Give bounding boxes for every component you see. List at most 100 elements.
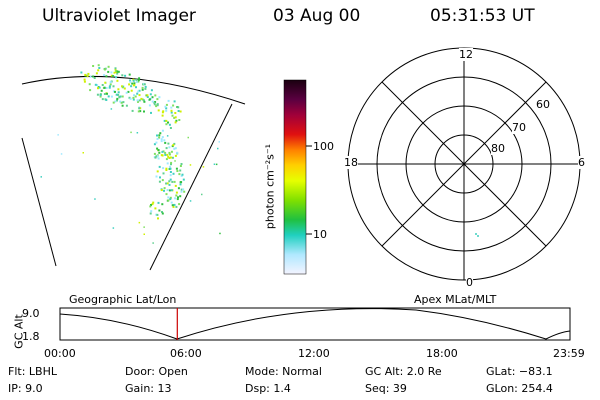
aurora-pixel bbox=[156, 147, 159, 150]
aurora-pixel bbox=[83, 80, 86, 83]
aurora-pixel bbox=[144, 87, 147, 90]
aurora-pixel bbox=[123, 87, 126, 90]
aurora-pixel bbox=[107, 95, 110, 98]
aurora-pixel bbox=[176, 151, 179, 154]
aurora-pixel bbox=[161, 136, 164, 139]
colorbar-tick-10: 10 bbox=[313, 228, 327, 241]
aurora-pixel bbox=[166, 153, 169, 156]
aurora-pixel bbox=[213, 163, 216, 165]
aurora-pixel bbox=[170, 163, 172, 166]
aurora-pixel bbox=[179, 183, 182, 186]
aurora-pixel bbox=[132, 98, 135, 101]
aurora-pixel bbox=[160, 140, 163, 143]
aurora-pixel bbox=[150, 89, 153, 92]
aurora-pixel bbox=[169, 127, 172, 129]
aurora-pixel bbox=[157, 157, 160, 160]
aurora-pixel bbox=[137, 90, 140, 93]
aurora-pixel bbox=[158, 134, 161, 137]
aurora-pixel bbox=[128, 73, 131, 76]
aurora-pixel bbox=[139, 110, 142, 113]
aurora-pixel bbox=[97, 64, 100, 67]
aurora-pixel bbox=[169, 167, 172, 170]
aurora-pixel bbox=[169, 171, 172, 173]
aurora-pixel bbox=[124, 74, 127, 77]
info-gain: Gain: 13 bbox=[125, 382, 172, 395]
aurora-pixel bbox=[218, 141, 220, 143]
aurora-pixel bbox=[95, 72, 98, 75]
aurora-pixel bbox=[97, 69, 100, 72]
colorbar-gradient bbox=[283, 79, 307, 275]
aurora-pixel bbox=[178, 119, 181, 121]
aurora-pixel bbox=[130, 89, 133, 92]
aurora-pixel bbox=[112, 227, 115, 229]
aurora-pixel bbox=[125, 91, 128, 94]
aurora-pixel bbox=[155, 175, 158, 178]
aurora-pixel bbox=[110, 108, 113, 110]
aurora-pixel bbox=[40, 176, 42, 178]
aurora-pixel bbox=[57, 134, 59, 136]
aurora-pixel bbox=[135, 78, 138, 81]
aurora-pixel bbox=[166, 162, 169, 165]
colorbar-tick-100: 100 bbox=[313, 140, 334, 153]
aurora-pixel bbox=[189, 200, 192, 202]
aurora-pixel bbox=[174, 197, 177, 200]
aurora-pixel bbox=[170, 106, 173, 109]
aurora-pixel bbox=[134, 95, 137, 98]
aurora-pixel bbox=[150, 111, 152, 114]
aurora-pixel bbox=[119, 95, 122, 98]
aurora-pixel bbox=[121, 86, 124, 89]
timeline-xtick-1200: 12:00 bbox=[298, 347, 330, 360]
aurora-pixel bbox=[135, 86, 137, 89]
info-seq: Seq: 39 bbox=[365, 382, 407, 395]
aurora-pixel bbox=[137, 110, 140, 113]
aurora-pixel bbox=[122, 101, 125, 104]
aurora-pixel bbox=[138, 107, 141, 110]
aurora-pixel bbox=[141, 98, 144, 101]
aurora-pixel bbox=[128, 96, 131, 99]
info-glat: GLat: −83.1 bbox=[486, 365, 553, 378]
timeline-xtick-1800: 18:00 bbox=[426, 347, 458, 360]
aurora-pixel bbox=[112, 75, 115, 78]
aurora-pixel bbox=[165, 123, 168, 126]
aurora-pixel bbox=[153, 152, 156, 155]
timeline-xtick-0000: 00:00 bbox=[44, 347, 76, 360]
aurora-pixel bbox=[98, 86, 101, 89]
aurora-pixel bbox=[171, 114, 174, 117]
aurora-pixel bbox=[103, 74, 106, 77]
aurora-pixel bbox=[104, 68, 106, 71]
aurora-pixel bbox=[174, 160, 176, 162]
aurora-pixel bbox=[175, 194, 178, 197]
aurora-pixel bbox=[161, 150, 164, 153]
aurora-pixel bbox=[101, 98, 104, 101]
aurora-pixel bbox=[146, 94, 149, 97]
aurora-pixel bbox=[143, 226, 145, 228]
aurora-pixel bbox=[92, 75, 95, 78]
aurora-pixel bbox=[177, 187, 180, 190]
aurora-pixel bbox=[158, 96, 161, 99]
aurora-pixel bbox=[165, 109, 168, 112]
aurora-pixel bbox=[137, 79, 140, 82]
aurora-pixel bbox=[135, 81, 138, 83]
info-ip: IP: 9.0 bbox=[8, 382, 43, 395]
aurora-pixel bbox=[167, 142, 170, 145]
aurora-pixel bbox=[108, 85, 111, 88]
aurora-pixel bbox=[142, 99, 145, 102]
aurora-pixel bbox=[114, 68, 117, 71]
lat-label-60: 60 bbox=[536, 98, 550, 111]
aurora-pixel bbox=[153, 103, 156, 106]
aurora-pixel bbox=[161, 211, 163, 213]
aurora-pixel bbox=[82, 152, 84, 154]
info-glon: GLon: 254.4 bbox=[486, 382, 553, 395]
aurora-pixel bbox=[165, 103, 168, 106]
aurora-pixel bbox=[114, 90, 116, 93]
altitude-trace bbox=[59, 308, 571, 340]
aurora-pixel bbox=[113, 71, 116, 74]
aurora-pixel bbox=[117, 70, 120, 73]
info-gc-alt: GC Alt: 2.0 Re bbox=[365, 365, 442, 378]
aurora-pixel bbox=[119, 100, 122, 103]
aurora-pixel bbox=[168, 157, 171, 159]
aurora-pixel bbox=[138, 77, 141, 80]
mlt-label-0: 0 bbox=[466, 276, 473, 289]
aurora-pixel bbox=[133, 94, 135, 97]
aurora-pixel bbox=[173, 116, 176, 119]
